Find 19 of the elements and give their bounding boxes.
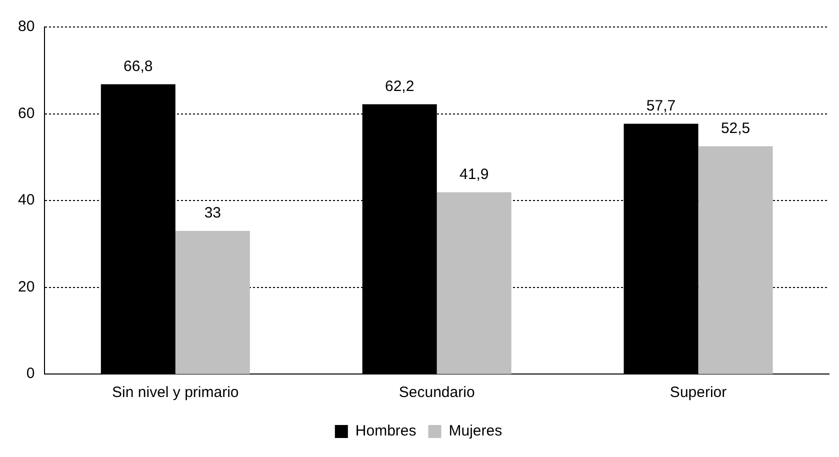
- legend-label: Hombres: [355, 422, 416, 440]
- x-tick-label: Secundario: [398, 384, 475, 402]
- legend-label: Mujeres: [448, 422, 502, 440]
- bar: [436, 192, 512, 374]
- x-tick-label: Superior: [670, 384, 727, 402]
- data-label: 57,7: [646, 97, 676, 114]
- x-tick-label: Sin nivel y primario: [112, 384, 239, 402]
- data-label: 66,8: [124, 58, 153, 75]
- data-label: 33: [204, 204, 222, 222]
- bar: [175, 230, 250, 374]
- data-label: 62,2: [384, 78, 414, 95]
- data-label: 52,5: [720, 120, 750, 137]
- y-tick-label: 0: [26, 365, 35, 382]
- y-tick-label: 60: [18, 104, 35, 122]
- data-label: 41,9: [459, 166, 489, 183]
- y-tick-label: 80: [18, 18, 35, 36]
- y-tick-label: 20: [18, 278, 35, 296]
- y-tick-label: 40: [18, 192, 35, 209]
- bar: [698, 146, 773, 374]
